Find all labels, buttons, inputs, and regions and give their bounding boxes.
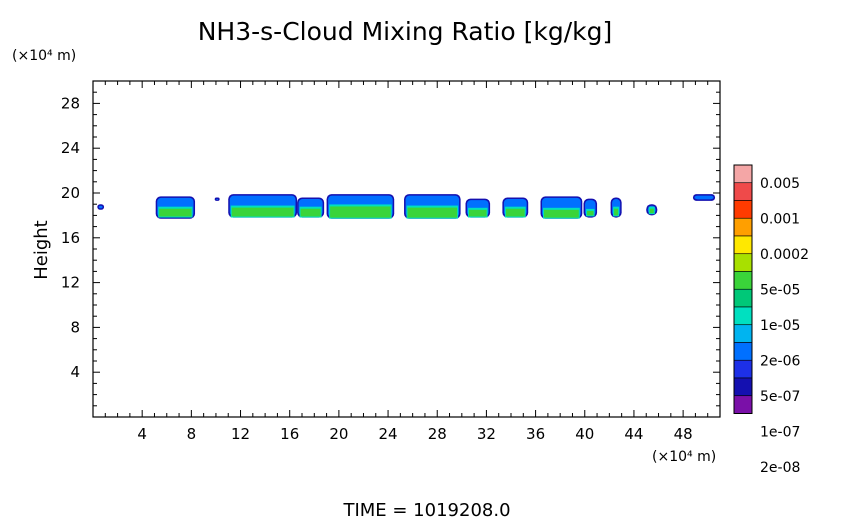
colorbar-swatch xyxy=(733,164,753,184)
cloud-cell xyxy=(583,198,598,218)
cloud-cell-core xyxy=(407,207,458,218)
cloud-cell xyxy=(214,197,220,201)
colorbar-label: 1e-07 xyxy=(760,424,800,440)
plot-area xyxy=(92,80,721,418)
colorbar-frame xyxy=(733,164,753,414)
colorbar-swatch xyxy=(733,395,753,414)
colorbar-swatch xyxy=(733,359,753,379)
y-axis-ticks: 4 8 12 16 20 24 28 xyxy=(61,91,720,407)
y-axis-label: Height xyxy=(31,220,52,280)
colorbar-label: 5e-07 xyxy=(760,389,800,405)
cloud-cell xyxy=(297,197,325,218)
x-unit-label: (×10⁴ m) xyxy=(652,449,716,465)
cloud-cell xyxy=(646,204,658,216)
x-tick-label: 4 xyxy=(137,425,147,443)
colorbar-label: 5e-05 xyxy=(760,282,800,298)
x-tick-label: 40 xyxy=(575,425,594,443)
cloud-cell-core xyxy=(649,208,654,214)
colorbar-swatch xyxy=(733,288,753,308)
y-tick-label: 20 xyxy=(61,184,80,202)
cloud-cell xyxy=(502,197,529,218)
colorbar-swatch xyxy=(733,182,753,201)
colorbar-swatch xyxy=(733,200,753,219)
cloud-cell-mid-band xyxy=(694,195,714,200)
x-axis-ticks: 4 8 12 16 20 24 28 32 36 40 44 48 xyxy=(104,81,709,443)
x-tick-label: 28 xyxy=(428,425,447,443)
x-tick-label: 48 xyxy=(674,425,693,443)
cloud-cell-mid-band xyxy=(98,205,103,209)
colorbar-swatch xyxy=(733,306,753,326)
colorbar-label: 0.001 xyxy=(760,211,800,227)
y-tick-label: 12 xyxy=(61,274,80,292)
x-tick-label: 16 xyxy=(280,425,299,443)
cloud-cell xyxy=(404,194,461,219)
y-tick-label: 16 xyxy=(61,229,80,247)
cloud-cell xyxy=(97,204,105,210)
colorbar-swatch xyxy=(733,271,753,290)
colorbar-label: 2e-06 xyxy=(760,353,800,369)
cloud-cell xyxy=(326,194,395,219)
cloud-cell xyxy=(610,197,622,218)
x-tick-label: 32 xyxy=(477,425,496,443)
cloud-cell-core xyxy=(159,208,192,217)
colorbar-label: 0.0002 xyxy=(760,247,809,263)
time-footer: TIME = 1019208.0 xyxy=(342,500,510,519)
y-tick-label: 28 xyxy=(61,94,80,112)
colorbar-swatch xyxy=(733,342,753,361)
chart-title: NH3-s-Cloud Mixing Ratio [kg/kg] xyxy=(198,17,613,46)
x-tick-label: 36 xyxy=(526,425,545,443)
y-tick-label: 24 xyxy=(61,139,80,157)
cloud-cell xyxy=(692,194,716,201)
y-unit-label: (×10⁴ m) xyxy=(12,48,76,64)
cloud-cell-core xyxy=(231,207,294,217)
x-tick-label: 20 xyxy=(329,425,348,443)
x-tick-label: 24 xyxy=(379,425,398,443)
x-tick-label: 44 xyxy=(624,425,643,443)
x-tick-label: 8 xyxy=(187,425,197,443)
cloud-cell-core xyxy=(614,208,619,216)
colorbar-label: 1e-05 xyxy=(760,318,800,334)
cloud-cell-core xyxy=(330,206,391,218)
cloud-cell-core xyxy=(469,209,487,217)
colorbar-swatch xyxy=(733,217,753,237)
cloud-cell-mid-band xyxy=(216,198,219,200)
colorbar-swatch xyxy=(733,324,753,343)
cloud-cell-core xyxy=(544,209,579,218)
cloud-cell xyxy=(155,196,196,219)
x-tick-label: 12 xyxy=(231,425,250,443)
colorbar-swatch xyxy=(733,377,753,397)
cloud-cell-core xyxy=(300,208,321,217)
cloud-cell xyxy=(465,198,491,218)
colorbar-label: 0.005 xyxy=(760,176,800,192)
colorbar-label: 2e-08 xyxy=(760,460,800,476)
y-tick-label: 8 xyxy=(70,318,80,336)
colorbar-swatch xyxy=(733,235,753,255)
cloud-cell xyxy=(228,194,298,218)
cloud-cell-core xyxy=(505,208,525,217)
colorbar-swatch xyxy=(733,253,753,272)
cloud-cell xyxy=(540,196,583,219)
plot-frame xyxy=(92,80,721,418)
cloud-cell-core xyxy=(587,210,594,216)
y-tick-label: 4 xyxy=(70,363,80,381)
colorbar: 0.005 0.001 0.0002 5e-05 1e-05 2e-06 5e-07 1e-0… xyxy=(733,164,809,476)
